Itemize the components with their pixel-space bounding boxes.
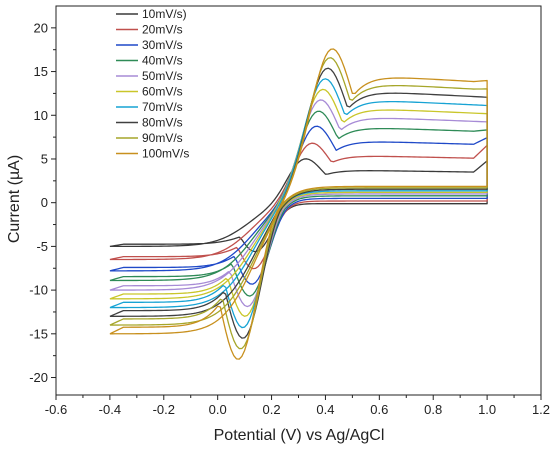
series-line (109, 158, 488, 253)
x-tick-label: 1.2 (532, 402, 550, 417)
y-axis-title: Current (µA) (6, 155, 23, 243)
y-tick-label: 5 (41, 151, 48, 166)
series-layer (109, 48, 488, 360)
legend-label: 30mV/s (142, 38, 183, 52)
x-tick-label: 0.8 (424, 402, 442, 417)
y-tick-label: 0 (41, 195, 48, 210)
x-tick-label: 0.4 (316, 402, 334, 417)
legend-label: 10mV/s) (142, 7, 187, 21)
y-tick-label: 15 (34, 64, 48, 79)
legend-label: 70mV/s (142, 100, 183, 114)
x-tick-label: -0.2 (153, 402, 175, 417)
legend-label: 20mV/s (142, 23, 183, 37)
y-tick-label: -15 (29, 326, 48, 341)
y-tick-label: -5 (36, 239, 48, 254)
legend-label: 60mV/s (142, 85, 183, 99)
x-axis-title: Potential (V) vs Ag/AgCl (214, 427, 385, 444)
x-tick-label: -0.4 (99, 402, 121, 417)
legend-label: 50mV/s (142, 69, 183, 83)
legend-label: 80mV/s (142, 116, 183, 130)
x-tick-label: 0.2 (263, 402, 281, 417)
x-tick-label: 0.6 (370, 402, 388, 417)
y-tick-label: 20 (34, 20, 48, 35)
y-tick-label: -10 (29, 283, 48, 298)
y-tick-label: 10 (34, 108, 48, 123)
y-tick-label: -20 (29, 370, 48, 385)
legend-label: 40mV/s (142, 54, 183, 68)
legend-label: 90mV/s (142, 131, 183, 145)
x-tick-label: 1.0 (478, 402, 496, 417)
series-line (109, 48, 488, 360)
x-tick-label: 0.0 (209, 402, 227, 417)
legend-label: 100mV/s (142, 147, 189, 161)
x-tick-label: -0.6 (45, 402, 67, 417)
axis-layer: -0.6 -0.4 -0.2 0.0 0.2 0.4 0.6 0.8 1.0 1.2 -20 -15 -… (29, 20, 550, 417)
